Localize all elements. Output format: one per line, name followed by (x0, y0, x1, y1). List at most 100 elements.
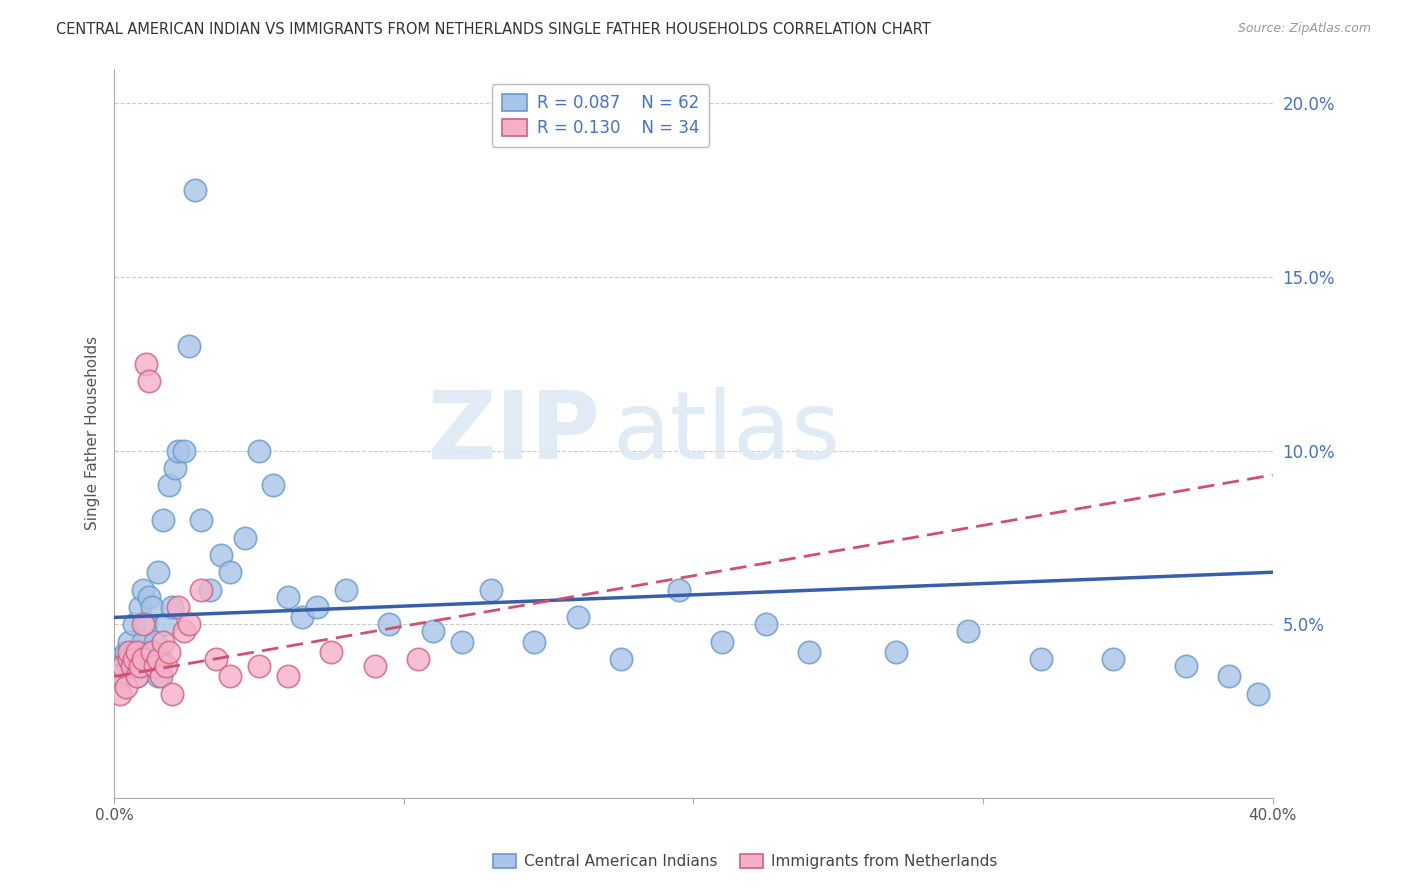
Point (277, 669, 299, 683)
Point (135, 357, 157, 371)
Point (884, 645, 907, 659)
Point (179, 339, 201, 353)
Point (406, 652, 429, 666)
Point (378, 617, 401, 632)
Point (198, 582, 221, 597)
Point (127, 669, 149, 683)
Point (167, 443, 190, 458)
Point (262, 478, 284, 492)
Text: CENTRAL AMERICAN INDIAN VS IMMIGRANTS FROM NETHERLANDS SINGLE FATHER HOUSEHOLDS : CENTRAL AMERICAN INDIAN VS IMMIGRANTS FR… (56, 22, 931, 37)
Point (305, 599, 328, 614)
Point (155, 659, 177, 673)
Point (124, 617, 146, 632)
Point (149, 669, 172, 683)
Point (160, 687, 183, 701)
Point (523, 634, 546, 648)
Point (755, 617, 778, 632)
Point (127, 669, 149, 683)
Point (108, 687, 131, 701)
Point (127, 645, 149, 659)
Text: ZIP: ZIP (427, 387, 600, 479)
Point (1174, 659, 1197, 673)
Point (190, 582, 212, 597)
Point (132, 617, 155, 632)
Point (124, 645, 146, 659)
Point (157, 645, 180, 659)
Point (321, 645, 343, 659)
Point (132, 634, 155, 648)
Y-axis label: Single Father Households: Single Father Households (86, 336, 100, 531)
Point (567, 610, 589, 624)
Point (138, 374, 160, 388)
Point (167, 599, 190, 614)
Point (277, 590, 299, 604)
Point (610, 652, 633, 666)
Text: Source: ZipAtlas.com: Source: ZipAtlas.com (1237, 22, 1371, 36)
Point (129, 659, 152, 673)
Point (138, 645, 160, 659)
Point (114, 680, 136, 694)
Point (209, 548, 232, 562)
Point (105, 669, 128, 683)
Point (957, 624, 980, 639)
Point (118, 652, 141, 666)
Point (141, 652, 163, 666)
Point (146, 669, 169, 683)
Point (711, 634, 734, 648)
Point (149, 652, 172, 666)
Point (668, 582, 690, 597)
Point (152, 513, 174, 527)
Point (108, 659, 131, 673)
Point (143, 659, 166, 673)
Point (111, 669, 134, 683)
Point (141, 599, 163, 614)
Point (190, 513, 212, 527)
Point (160, 599, 183, 614)
Point (118, 652, 141, 666)
Point (141, 645, 163, 659)
Point (146, 566, 169, 580)
Point (111, 659, 134, 673)
Point (121, 659, 143, 673)
Text: atlas: atlas (612, 387, 841, 479)
Point (179, 617, 201, 632)
Point (173, 624, 195, 639)
Point (135, 617, 157, 632)
Point (163, 461, 186, 475)
Point (799, 645, 821, 659)
Point (219, 669, 242, 683)
Legend: Central American Indians, Immigrants from Netherlands: Central American Indians, Immigrants fro… (486, 848, 1004, 875)
Point (152, 634, 174, 648)
Point (1247, 687, 1270, 701)
Point (173, 443, 195, 458)
Point (118, 645, 141, 659)
Point (422, 624, 444, 639)
Point (1029, 652, 1052, 666)
Point (184, 183, 207, 197)
Point (138, 590, 160, 604)
Point (114, 645, 136, 659)
Point (1102, 652, 1125, 666)
Point (204, 652, 226, 666)
Point (146, 652, 169, 666)
Point (364, 659, 387, 673)
Point (105, 652, 128, 666)
Point (121, 659, 143, 673)
Point (219, 566, 242, 580)
Point (132, 582, 155, 597)
Point (1218, 669, 1240, 683)
Point (450, 634, 472, 648)
Point (157, 478, 180, 492)
Point (233, 531, 256, 545)
Point (291, 610, 314, 624)
Point (247, 659, 270, 673)
Point (335, 582, 357, 597)
Legend: R = 0.087    N = 62, R = 0.130    N = 34: R = 0.087 N = 62, R = 0.130 N = 34 (492, 84, 710, 147)
Point (479, 582, 502, 597)
Point (124, 652, 146, 666)
Point (118, 634, 141, 648)
Point (247, 443, 270, 458)
Point (155, 617, 177, 632)
Point (129, 599, 152, 614)
Point (132, 652, 155, 666)
